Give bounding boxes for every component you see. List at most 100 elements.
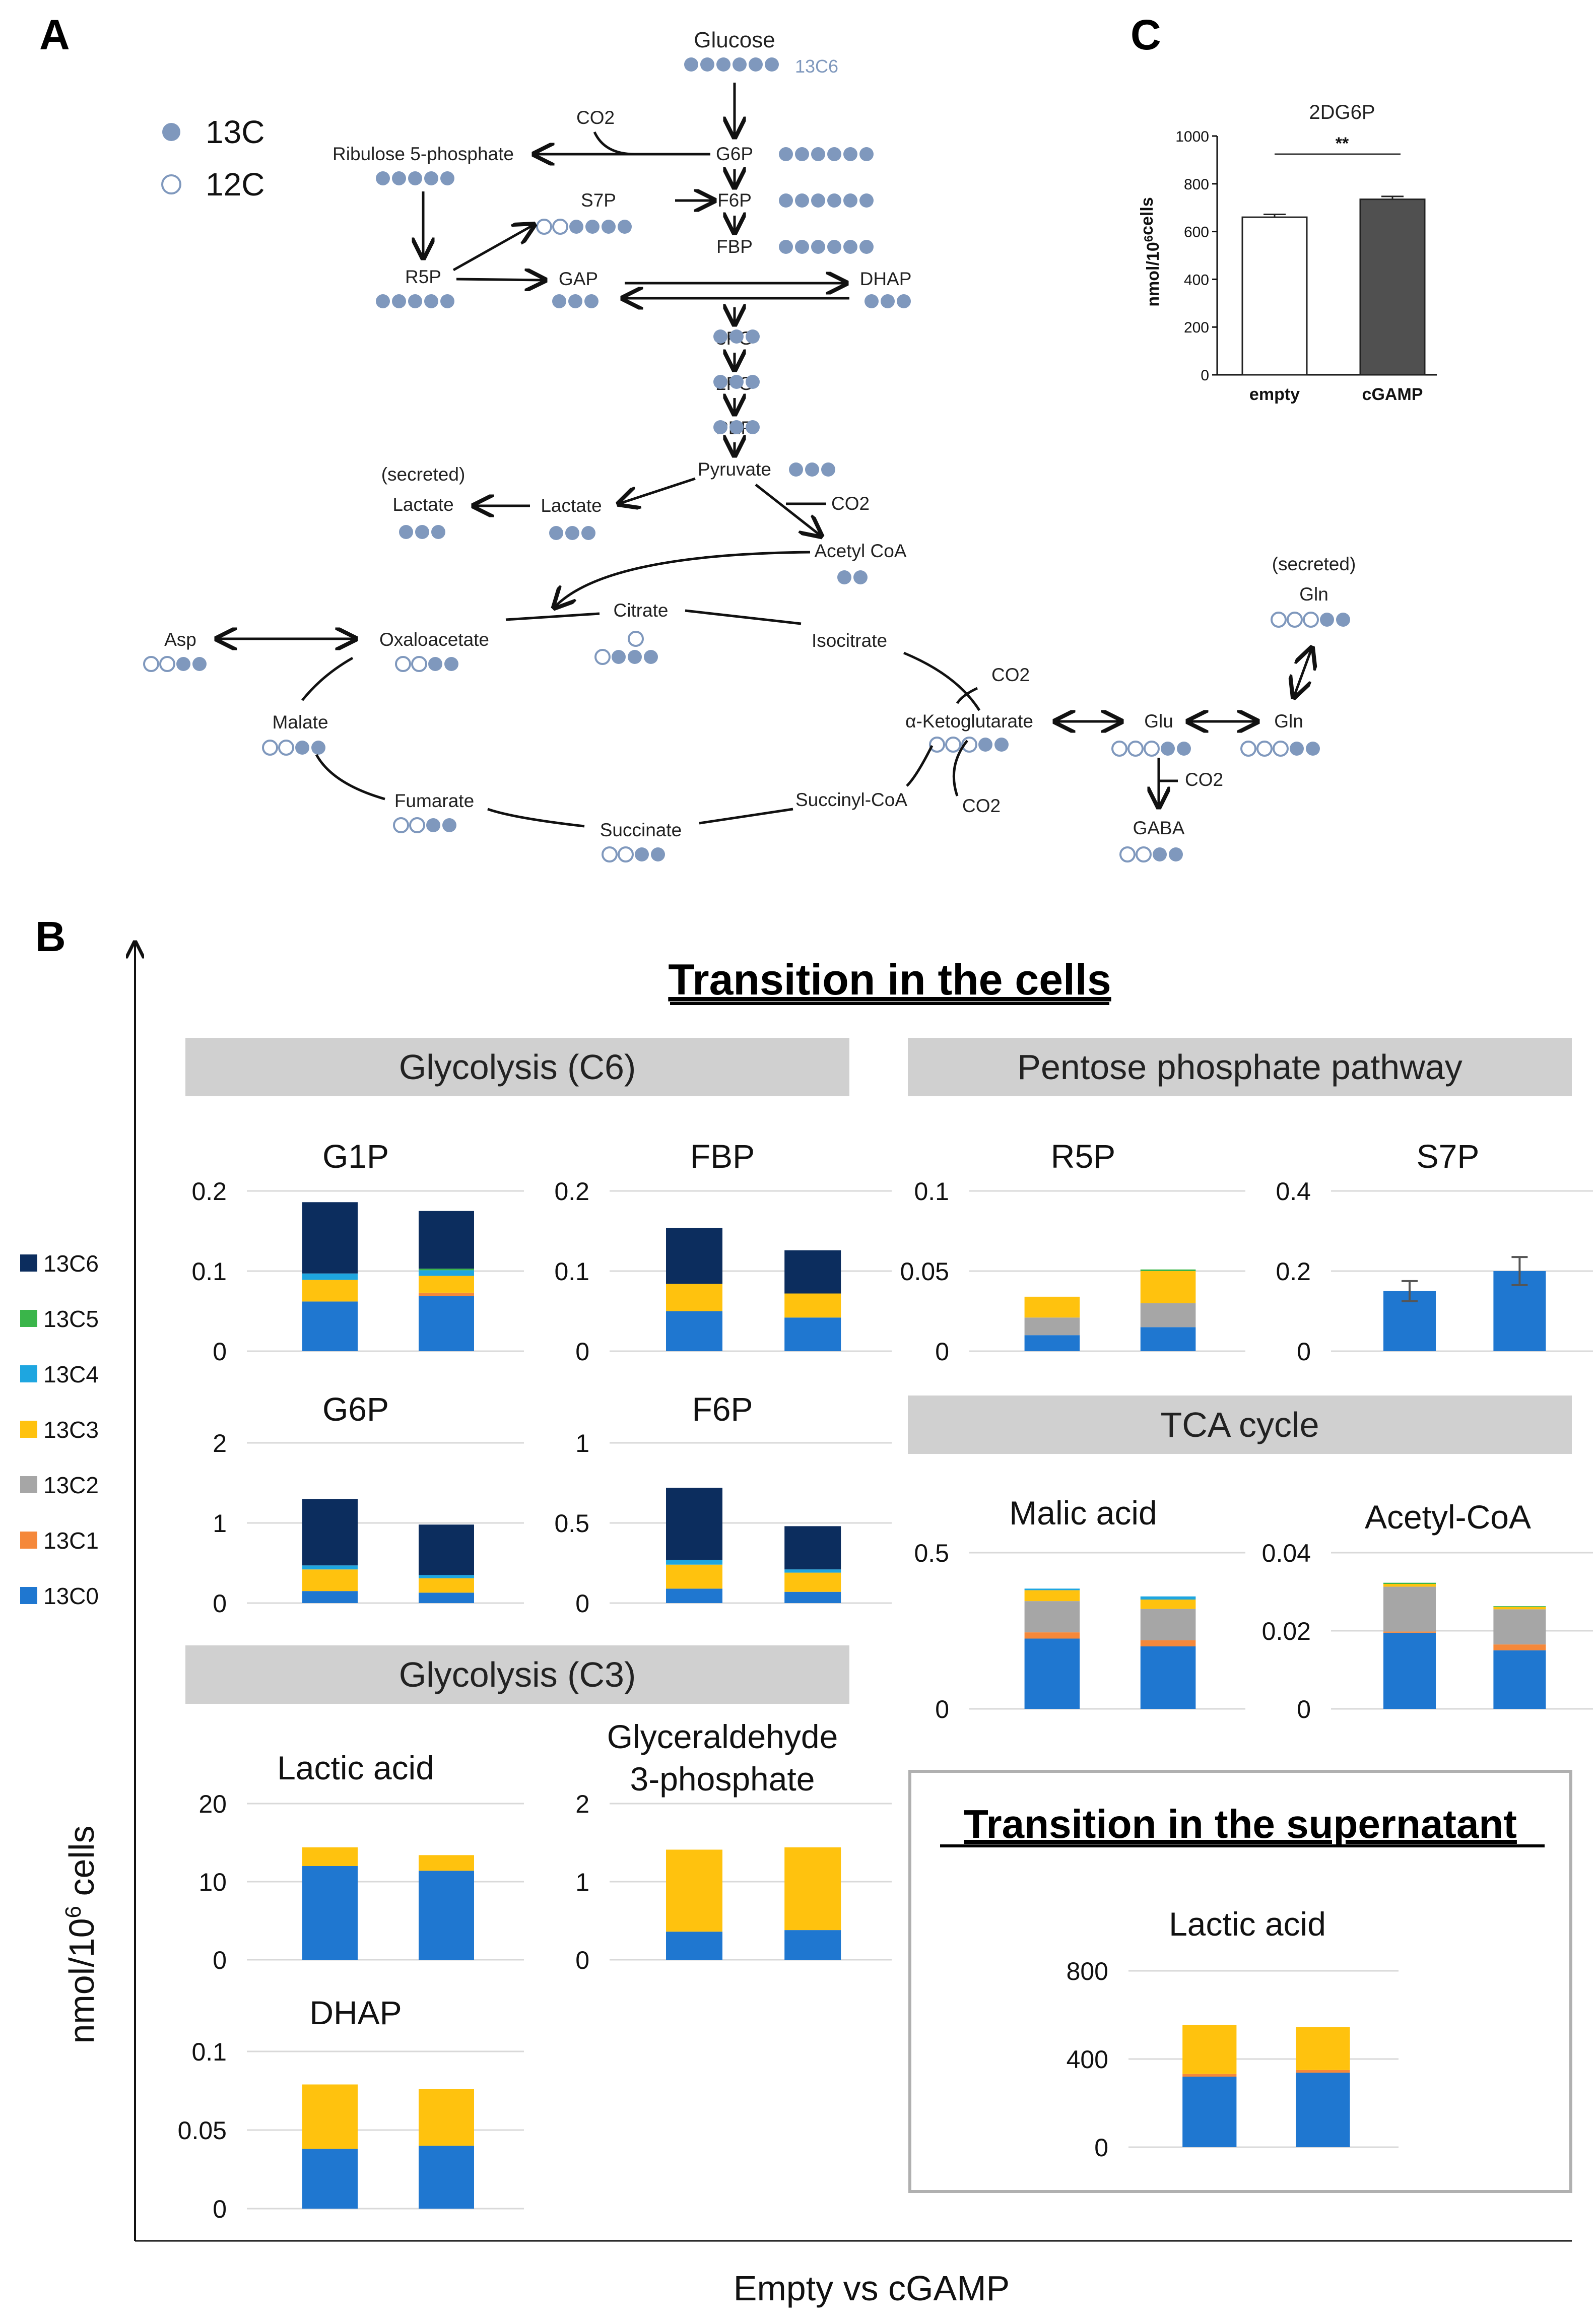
co2-label: CO2: [576, 107, 615, 128]
12c-dot-icon: [1273, 741, 1289, 757]
pathway-arrows: [217, 83, 1312, 828]
12c-dot-icon: [411, 656, 427, 672]
chart-malic-acid: Malic acid 0 0.5: [914, 1494, 1245, 1723]
co2-label: CO2: [831, 493, 870, 514]
13c-dot-icon: [897, 294, 911, 308]
13c-dot-icon: [651, 847, 665, 861]
13c-dot-icon: [192, 657, 207, 671]
met-ribulose-5-phosphate: Ribulose 5-phosphate: [332, 144, 514, 164]
13c-dot-icon: [779, 147, 793, 161]
bar-segment-13C0-cgamp: [1140, 1646, 1196, 1709]
bar-segment-13C0-empty: [666, 1932, 722, 1960]
chart-fbp: FBP 0 0.1 0.2: [554, 1138, 892, 1366]
13c-dot-icon: [585, 220, 600, 234]
bar-segment-13C4-empty: [302, 1565, 358, 1570]
met-pyruvate: Pyruvate: [698, 459, 771, 480]
section-tca-label: TCA cycle: [1160, 1405, 1319, 1444]
13c-dot-icon: [827, 193, 841, 208]
13c-dot-icon: [444, 657, 458, 671]
chart-g6p: G6P 0 1 2: [213, 1390, 524, 1618]
met-isocitrate: Isocitrate: [812, 630, 887, 651]
13c-dot-icon: [1153, 847, 1167, 861]
y-tick-label: 0: [935, 1338, 949, 1366]
13c-dot-icon: [837, 570, 851, 584]
12c-dot-icon: [159, 656, 175, 672]
bar-segment-13C1-cgamp: [1493, 1644, 1546, 1650]
bar-segment-13C4-empty: [666, 1560, 722, 1565]
bar-segment-13C0-empty: [1024, 1638, 1080, 1709]
chart-g1p: G1P 0 0.1 0.2: [191, 1138, 524, 1366]
13c-dot-icon: [779, 193, 793, 208]
bar-segment-13C0-empty: [302, 1866, 358, 1960]
bar-segment-13C4-cgamp: [419, 1270, 474, 1276]
13c-dot-icon: [618, 220, 632, 234]
bar-segment-13C0-empty: [302, 1591, 358, 1603]
y-tick-label: 0.04: [1262, 1539, 1311, 1567]
section-header-glycolysis-c3: [185, 1645, 849, 1704]
panel-b-xlabel: Empty vs cGAMP: [734, 2269, 1010, 2308]
13c-dot-icon: [1177, 742, 1191, 756]
13c-dot-icon: [994, 738, 1009, 752]
13c-dot-icon: [729, 329, 744, 344]
met-g6p: G6P: [716, 144, 753, 164]
y-tick-label: 1: [575, 1868, 589, 1896]
section-header-ppp: [908, 1038, 1572, 1096]
bar-segment-13C0-cgamp: [1493, 1650, 1546, 1709]
y-tick-label: 0.5: [554, 1509, 589, 1538]
bar-segment-13C3-cgamp: [419, 1578, 474, 1593]
13c-dot-icon: [827, 147, 841, 161]
y-tick-label: 0: [575, 1338, 589, 1366]
chart-s7p: S7P 0 0.2 0.4: [1276, 1138, 1593, 1366]
13c-dot-icon: [746, 375, 760, 389]
met-alpha-ketoglutarate: α-Ketoglutarate: [905, 711, 1033, 732]
met-gap: GAP: [559, 269, 598, 289]
legend-swatch-13C4: [20, 1365, 37, 1382]
met-citrate: Citrate: [614, 600, 669, 621]
r5p-gap-arrow: [456, 279, 545, 280]
bar-segment-13C2-empty: [1383, 1586, 1436, 1632]
bar-segment-13C3-cgamp: [784, 1847, 841, 1931]
13c-dot-icon: [392, 294, 406, 308]
13c-dot-icon: [549, 526, 563, 540]
13c-dot-icon: [746, 420, 760, 434]
tca-succinylcoa-succinate: [699, 808, 793, 825]
chart-lactic-acid: Lactic acid 0 10 20: [198, 1749, 524, 1974]
12c-dot-icon: [1136, 846, 1152, 862]
12c-dot-icon: [552, 219, 568, 235]
y-tick-label: 1: [213, 1509, 227, 1538]
bar-segment-13C3-empty: [302, 1847, 358, 1866]
bar-segment-13C1-cgamp: [1140, 1640, 1196, 1646]
13c-dot-icon: [1169, 847, 1183, 861]
tca-akg-succinylcoa: [906, 745, 934, 787]
13c-dot-icon: [442, 818, 456, 832]
y-tick-label: 20: [198, 1790, 227, 1818]
13c-dot-icon: [881, 294, 895, 308]
13c-dot-icon: [684, 57, 698, 72]
bar-segment-13C0-cgamp: [419, 1592, 474, 1603]
12c-dot-icon: [393, 817, 409, 833]
bar-segment-13C4-cgamp: [1140, 1596, 1196, 1600]
bar-segment-13C1-empty: [1024, 1632, 1080, 1639]
13c-dot-icon: [843, 193, 857, 208]
section-glycolysis-c3-label: Glycolysis (C3): [399, 1655, 636, 1694]
13c-dot-icon: [428, 657, 442, 671]
y-tick-label: 0: [575, 1589, 589, 1618]
bar-segment-13C1-cgamp: [1296, 2070, 1350, 2073]
bar-segment-13C3-cgamp: [1140, 1600, 1196, 1609]
12c-dot-icon: [602, 846, 618, 862]
13c-dot-icon: [376, 294, 390, 308]
bar-segment-13C3-empty: [302, 2084, 358, 2149]
legend-label-13C3: 13C3: [43, 1417, 99, 1443]
y-tick-label: 0: [213, 1946, 227, 1974]
13c-dot-icon: [733, 57, 747, 72]
y-tick-label: 0.02: [1262, 1617, 1311, 1645]
y-tick-label: 0: [213, 1589, 227, 1618]
legend-12c-label: 12C: [206, 166, 264, 203]
13c-dot-icon: [424, 294, 438, 308]
chart-title-line2: 3-phosphate: [630, 1760, 815, 1798]
acetylcoa-citrate-curve: [554, 551, 811, 608]
13c-dot-icon: [584, 294, 598, 308]
section-ppp-label: Pentose phosphate pathway: [1017, 1047, 1462, 1087]
met-fumarate: Fumarate: [394, 790, 474, 811]
